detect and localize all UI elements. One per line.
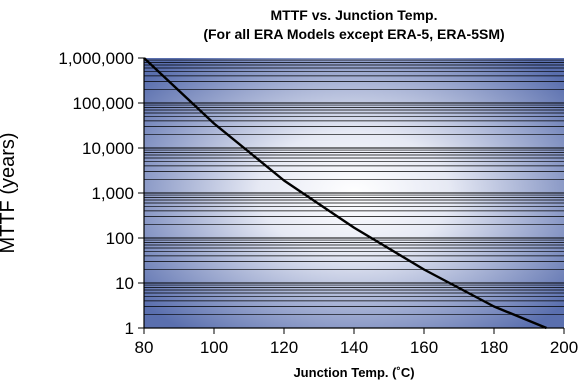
y-tick-label: 1,000 (91, 184, 134, 203)
series-line (143, 57, 547, 330)
x-tick-label: 120 (270, 338, 298, 357)
y-tick-label: 1 (125, 319, 134, 338)
axis-ticks: 80 100 120 140 160 180 200 1 10 100 1,000 10,000 100… (58, 49, 578, 357)
y-tick-label: 10 (115, 274, 134, 293)
y-tick-label: 100,000 (73, 94, 134, 113)
x-tick-label: 80 (135, 338, 154, 357)
x-axis-label: Junction Temp. (˚C) (293, 365, 414, 380)
chart-subtitle: (For all ERA Models except ERA-5, ERA-5S… (203, 26, 504, 42)
y-tick-label: 10,000 (82, 139, 134, 158)
gridlines (144, 59, 564, 315)
x-tick-label: 200 (550, 338, 578, 357)
x-tick-label: 180 (480, 338, 508, 357)
y-tick-label: 100 (106, 229, 134, 248)
x-tick-label: 140 (340, 338, 368, 357)
x-tick-label: 100 (200, 338, 228, 357)
y-axis-label: MTTF (years) (0, 132, 19, 253)
series-layer (143, 57, 547, 330)
y-tick-label: 1,000,000 (58, 49, 134, 68)
x-tick-label: 160 (410, 338, 438, 357)
chart-title: MTTF vs. Junction Temp. (271, 7, 438, 23)
